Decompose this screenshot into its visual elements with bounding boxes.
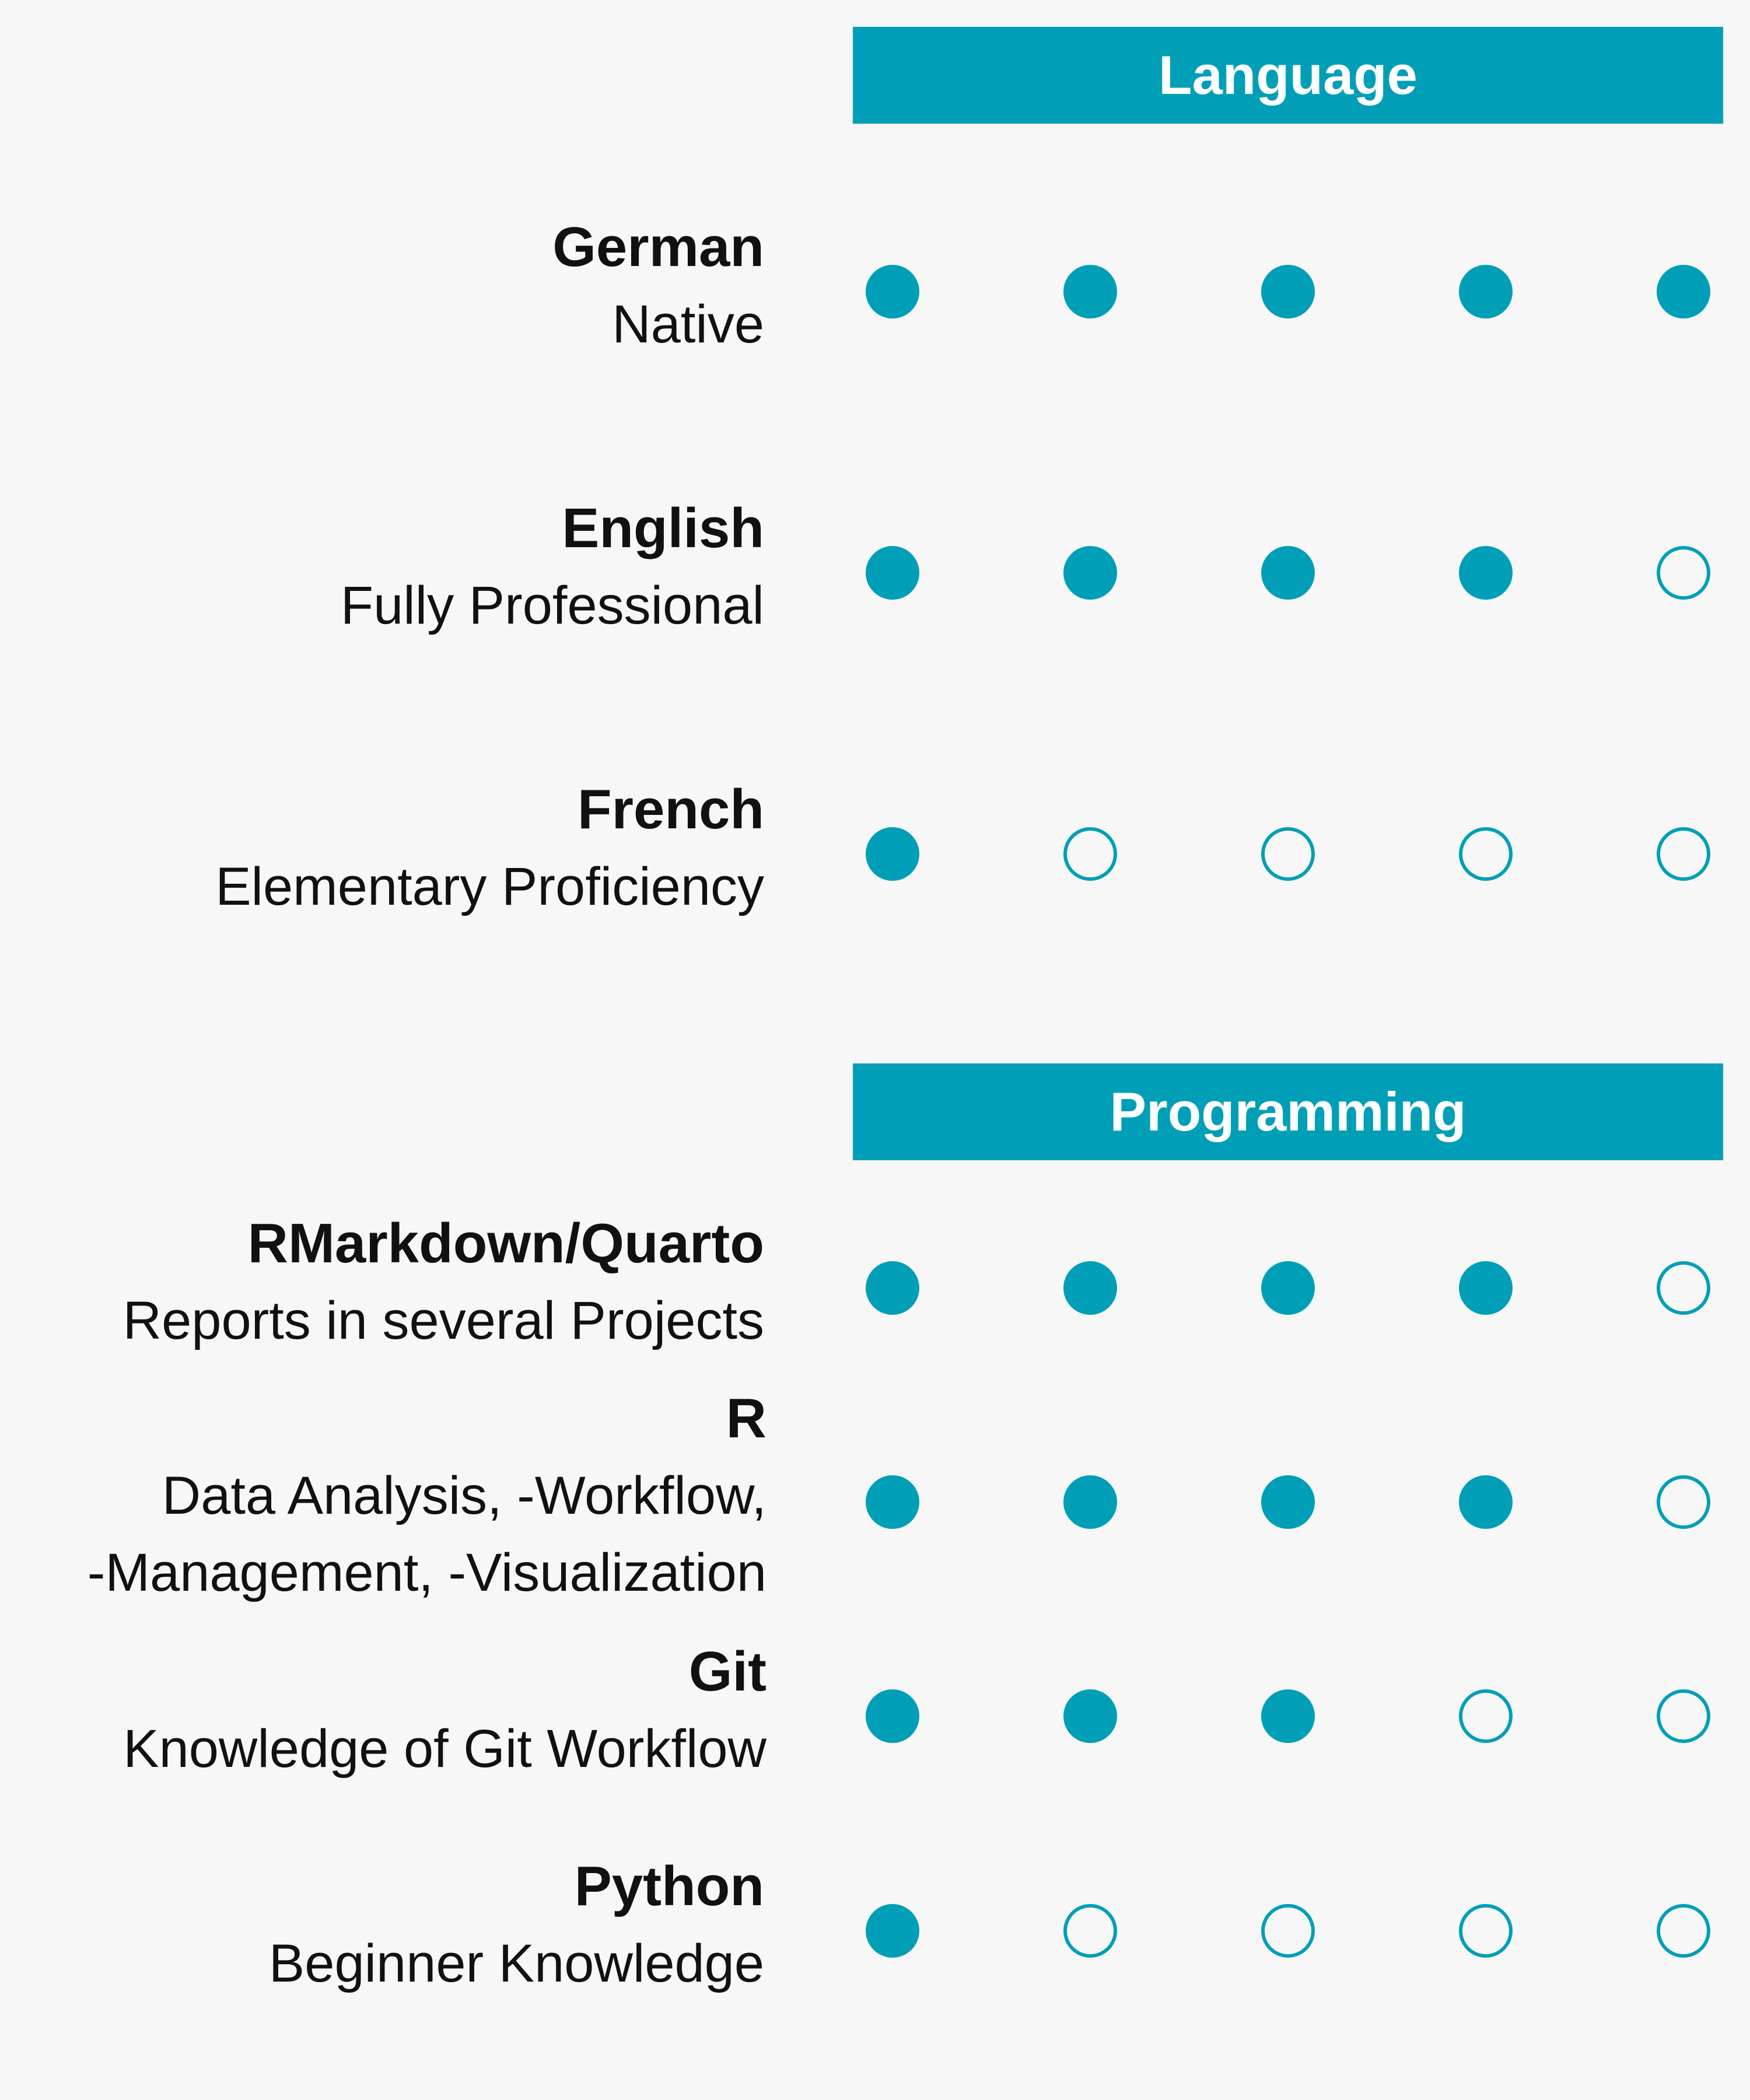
skill-name: French: [577, 778, 764, 841]
skill-description: -Management, -Visualization: [87, 1543, 766, 1602]
rating-dot-r-4-filled: [1459, 1475, 1513, 1529]
skill-label-r: R Data Analysis, -Workflow, -Management,…: [88, 1380, 766, 1611]
rating-dot-rmarkdown-quarto-5-empty: [1657, 1261, 1710, 1315]
skill-label-git: Git Knowledge of Git Workflow: [123, 1633, 766, 1787]
rating-dot-python-5-empty: [1657, 1904, 1710, 1958]
rating-dot-french-2-empty: [1063, 827, 1117, 881]
rating-dot-r-2-filled: [1063, 1475, 1117, 1529]
rating-dot-r-1-filled: [866, 1475, 919, 1529]
rating-dot-german-2-filled: [1063, 265, 1117, 318]
rating-dot-english-1-filled: [866, 546, 919, 600]
skill-description: Beginner Knowledge: [268, 1934, 764, 1993]
rating-dot-english-2-filled: [1063, 546, 1117, 600]
rating-dot-german-1-filled: [866, 265, 919, 318]
rating-dot-git-3-filled: [1261, 1689, 1315, 1743]
rating-dot-english-3-filled: [1261, 546, 1315, 600]
rating-dot-french-4-empty: [1459, 827, 1513, 881]
skill-name: RMarkdown/Quarto: [247, 1212, 764, 1275]
rating-dot-git-2-filled: [1063, 1689, 1117, 1743]
skill-name: R: [726, 1387, 766, 1450]
skill-description: Native: [612, 295, 764, 354]
skill-name: German: [552, 216, 764, 278]
rating-dot-git-1-filled: [866, 1689, 919, 1743]
rating-dot-r-3-filled: [1261, 1475, 1315, 1529]
rating-dot-rmarkdown-quarto-4-filled: [1459, 1261, 1513, 1315]
rating-dot-french-1-filled: [866, 827, 919, 881]
rating-dot-git-4-empty: [1459, 1689, 1513, 1743]
rating-dot-french-3-empty: [1261, 827, 1315, 881]
rating-dot-french-5-empty: [1657, 827, 1710, 881]
section-header-language: Language: [853, 27, 1723, 124]
rating-dot-german-5-filled: [1657, 265, 1710, 318]
skill-description: Fully Professional: [340, 576, 764, 635]
skill-name: Python: [574, 1855, 764, 1917]
rating-dot-python-4-empty: [1459, 1904, 1513, 1958]
rating-dot-german-4-filled: [1459, 265, 1513, 318]
skill-description: Reports in several Projects: [123, 1291, 764, 1350]
skill-name: Git: [688, 1640, 766, 1703]
rating-dot-rmarkdown-quarto-1-filled: [866, 1261, 919, 1315]
skill-description: Elementary Proficiency: [215, 857, 764, 916]
rating-dot-rmarkdown-quarto-2-filled: [1063, 1261, 1117, 1315]
rating-dot-r-5-empty: [1657, 1475, 1710, 1529]
section-header-programming: Programming: [853, 1063, 1723, 1160]
skill-label-python: Python Beginner Knowledge: [269, 1848, 764, 2002]
skill-label-english: English Fully Professional: [341, 490, 764, 644]
rating-dot-english-5-empty: [1657, 546, 1710, 600]
rating-dot-python-1-filled: [866, 1904, 919, 1958]
rating-dot-german-3-filled: [1261, 265, 1315, 318]
skill-label-rmarkdown-quarto: RMarkdown/Quarto Reports in several Proj…: [123, 1205, 764, 1359]
rating-dot-english-4-filled: [1459, 546, 1513, 600]
rating-dot-git-5-empty: [1657, 1689, 1710, 1743]
skill-name: English: [562, 497, 764, 559]
skill-label-french: French Elementary Proficiency: [215, 771, 764, 925]
skill-description: Knowledge of Git Workflow: [123, 1719, 766, 1779]
skill-description: Data Analysis, -Workflow,: [162, 1466, 766, 1525]
rating-dot-python-3-empty: [1261, 1904, 1315, 1958]
skill-label-german: German Native: [552, 209, 764, 363]
rating-dot-rmarkdown-quarto-3-filled: [1261, 1261, 1315, 1315]
rating-dot-python-2-empty: [1063, 1904, 1117, 1958]
